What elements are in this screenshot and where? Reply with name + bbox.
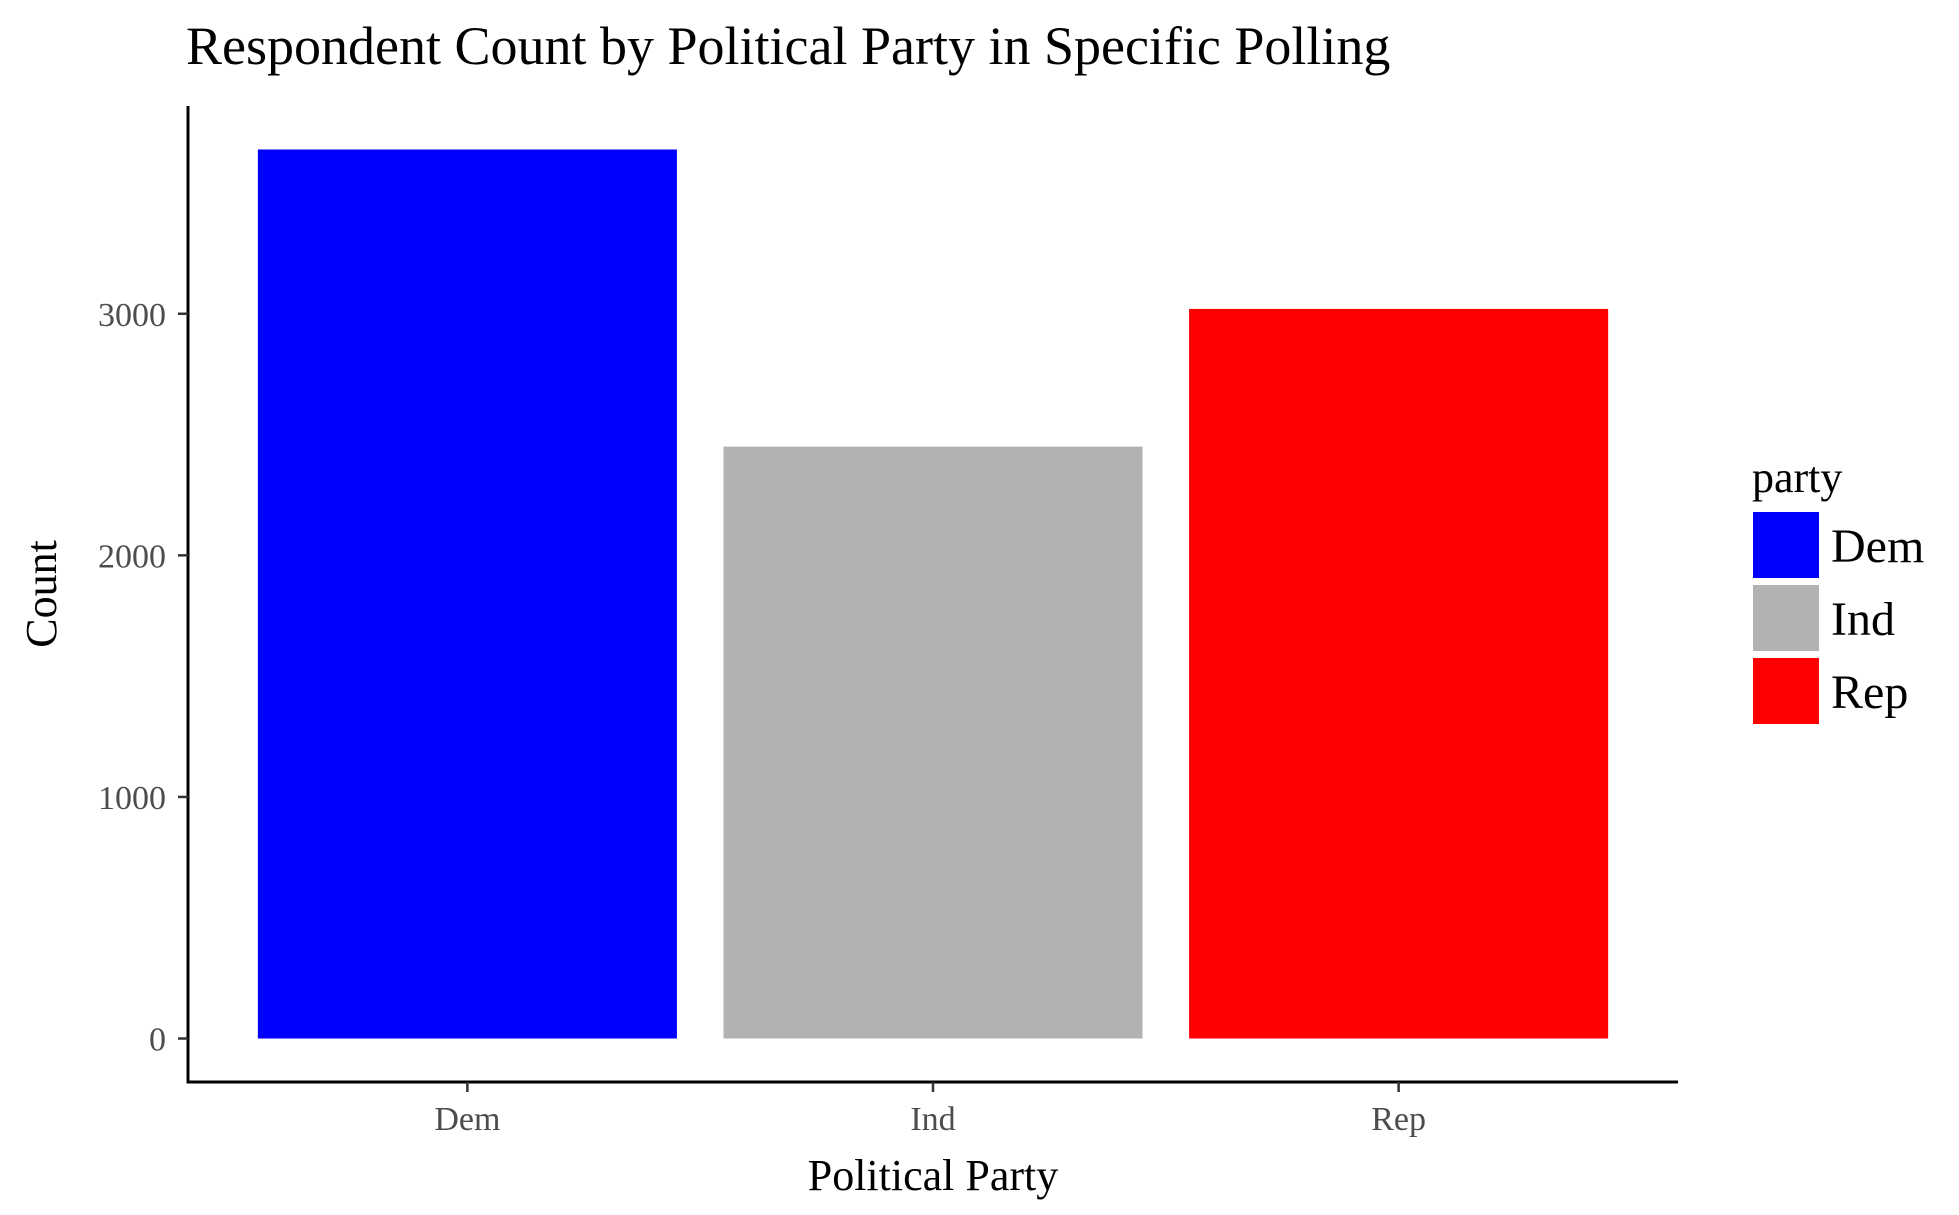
legend-title: party <box>1752 453 1842 502</box>
y-tick-label: 1000 <box>98 780 166 817</box>
legend-key-rep <box>1753 658 1819 724</box>
legend-label-ind: Ind <box>1831 593 1895 646</box>
legend-key-ind <box>1753 585 1819 651</box>
legend-label-dem: Dem <box>1831 520 1924 573</box>
legend-entries: Dem Ind Rep <box>1753 512 1924 724</box>
bars-group <box>257 149 1609 1039</box>
y-axis-ticks: 0 1000 2000 3000 <box>98 297 188 1059</box>
chart-title: Respondent Count by Political Party in S… <box>186 16 1390 76</box>
x-tick-label-ind: Ind <box>910 1101 955 1138</box>
legend: party Dem Ind Rep <box>1752 453 1924 724</box>
y-tick-label: 3000 <box>98 297 166 334</box>
legend-label-rep: Rep <box>1831 666 1908 719</box>
bar-ind <box>723 446 1143 1039</box>
y-tick-label: 0 <box>149 1022 166 1059</box>
bar-rep <box>1189 308 1609 1039</box>
legend-key-dem <box>1753 512 1819 578</box>
x-tick-label-rep: Rep <box>1371 1101 1426 1138</box>
x-axis-title: Political Party <box>808 1151 1059 1200</box>
x-tick-label-dem: Dem <box>434 1101 500 1138</box>
x-axis-ticks: Dem Ind Rep <box>434 1082 1426 1138</box>
bar-dem <box>257 149 677 1039</box>
y-axis-title: Count <box>17 540 66 648</box>
y-tick-label: 2000 <box>98 538 166 575</box>
